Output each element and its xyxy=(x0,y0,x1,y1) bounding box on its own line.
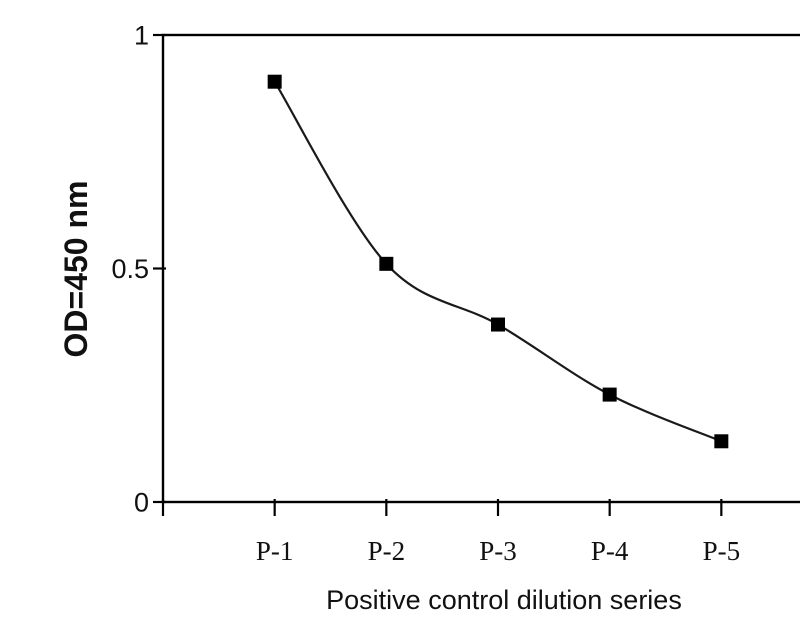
x-tick-label: P-2 xyxy=(368,536,406,566)
x-tick-label: P-5 xyxy=(703,536,741,566)
y-tick-label: 0 xyxy=(134,488,149,518)
data-line xyxy=(273,81,722,443)
data-point-marker xyxy=(379,256,394,271)
plot-area: 0 0.5 1 P-1 P-2 P-3 P-4 P-5 xyxy=(111,21,800,566)
od-line-chart-figure: 0 0.5 1 P-1 P-2 P-3 P-4 P-5 OD=450 nm Positive … xyxy=(40,16,800,616)
y-axis-title: OD=450 nm xyxy=(58,181,94,358)
y-tick-label: 0.5 xyxy=(111,254,149,284)
data-point-marker xyxy=(491,317,505,332)
y-tick-label: 1 xyxy=(134,21,149,51)
data-point-marker xyxy=(602,387,617,402)
x-tick-label: P-3 xyxy=(479,536,517,566)
line-chart: 0 0.5 1 P-1 P-2 P-3 P-4 P-5 OD=450 nm Positive … xyxy=(58,21,800,615)
x-tick-label: P-1 xyxy=(256,536,294,566)
x-tick-label: P-4 xyxy=(591,536,629,566)
data-point-marker xyxy=(714,434,729,449)
data-point-marker xyxy=(267,74,282,89)
x-axis-title: Positive control dilution series xyxy=(326,585,682,615)
plot-border xyxy=(161,33,800,504)
